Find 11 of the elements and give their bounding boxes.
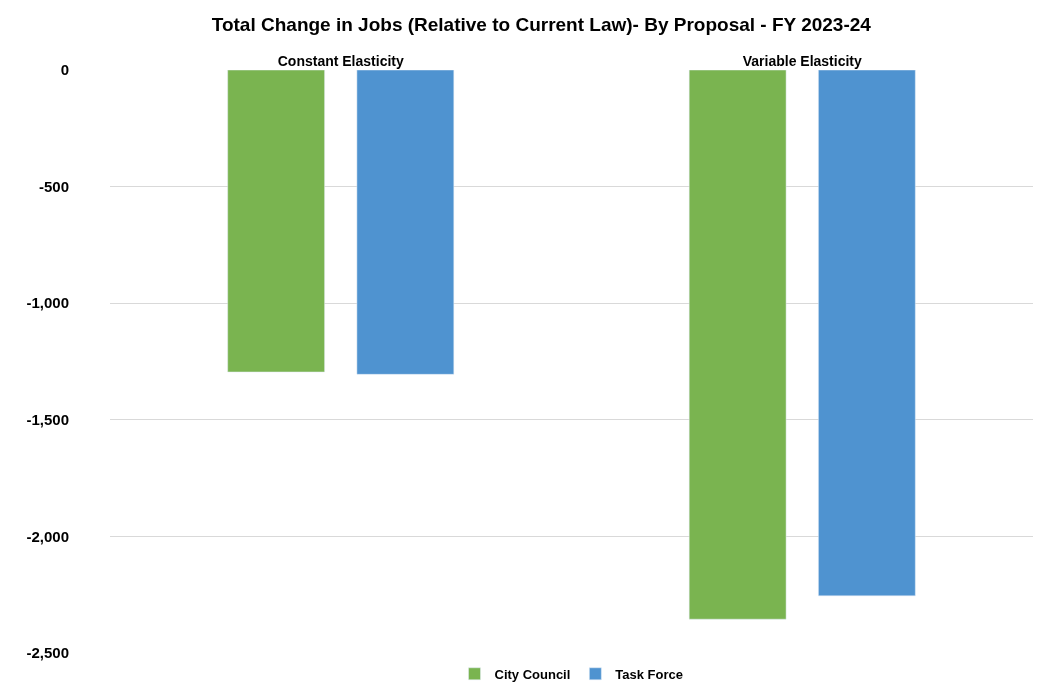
y-tick-label: 0 xyxy=(60,61,69,79)
y-tick-label: -1,500 xyxy=(26,411,69,429)
legend-label: City Council xyxy=(494,666,571,682)
y-tick-label: -2,500 xyxy=(26,644,69,662)
legend-label: Task Force xyxy=(615,666,684,682)
y-tick-label: -2,000 xyxy=(26,527,69,545)
y-tick-label: -1,000 xyxy=(26,294,69,312)
x-tick-label: Constant Elasticity xyxy=(277,53,404,70)
y-tick-label: -500 xyxy=(38,177,69,195)
chart-title: Total Change in Jobs (Relative to Current Law)- By Proposal - FY 2023-24 xyxy=(211,13,872,35)
x-tick-label: Variable Elasticity xyxy=(742,53,862,70)
